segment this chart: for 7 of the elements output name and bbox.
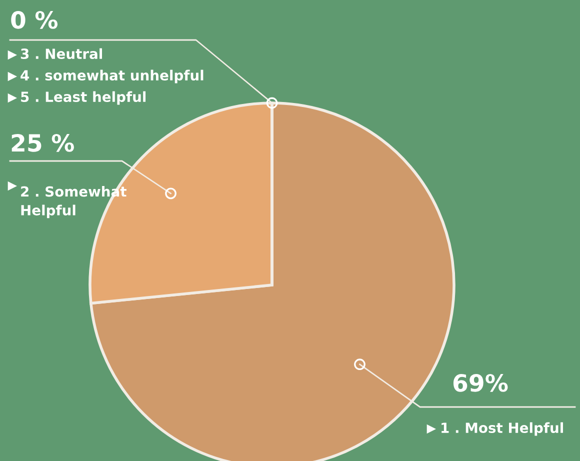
slice-label: 1 . Most Helpful — [442, 422, 563, 436]
legend-label: 4 . somewhat unhelpful — [20, 70, 204, 84]
text: 0 % — [11, 10, 58, 29]
legend-label: 5 . Least helpful — [21, 91, 146, 105]
data-label: 69% — [453, 374, 508, 392]
legend-label: 3 . Neutral — [20, 48, 102, 60]
data-label: 25 % — [12, 134, 74, 152]
